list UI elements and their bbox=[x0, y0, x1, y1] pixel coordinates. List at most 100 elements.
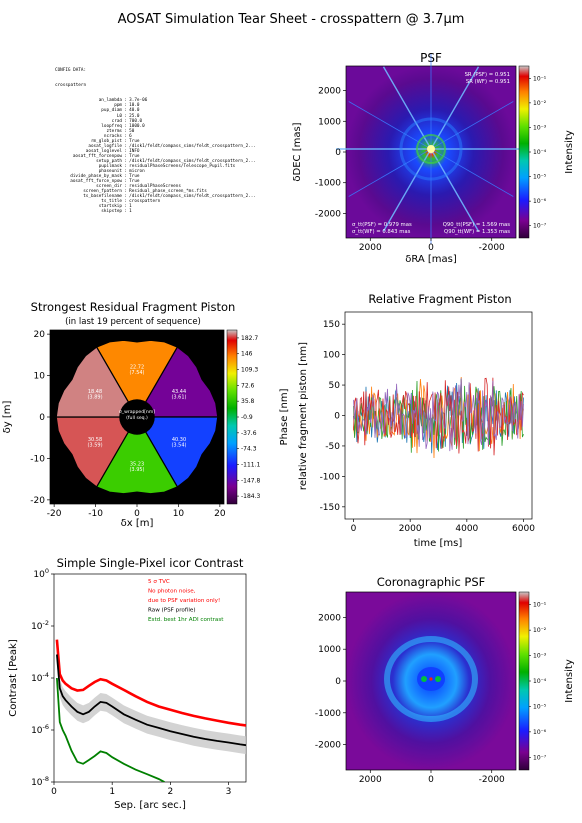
coronagraphic-colorbar-tick-label: 10⁻² bbox=[533, 627, 547, 634]
fragment-colorbar-tick-label: 109.3 bbox=[241, 367, 258, 374]
config-row: pupilmask: residualPhaseScreens/Telescop… bbox=[55, 164, 256, 169]
psf-colorbar bbox=[518, 65, 530, 239]
fragment-wedge bbox=[95, 415, 179, 495]
config-row: ts_basefilename: /disk1/feldt/compass_si… bbox=[55, 194, 256, 199]
config-row: screen_fpattern: Residual_phase_screen_*… bbox=[55, 189, 256, 194]
coronagraphic-speckle-right bbox=[435, 676, 441, 682]
fragment-map-xtick-label: -20 bbox=[47, 509, 62, 519]
sigma-psf-label: σ_tt(PSF) = 0.979 mas bbox=[352, 222, 412, 228]
coronagraphic-xtick-label: 0 bbox=[428, 775, 434, 785]
config-row: aosat_fft_forcenpow: True bbox=[55, 154, 256, 159]
config-row: crad: 700.0 bbox=[55, 119, 256, 124]
relative-piston-xtick-label: 6000 bbox=[512, 524, 535, 534]
psf-ytick-label: 1000 bbox=[318, 117, 341, 127]
config-key: aosat_logfile bbox=[88, 143, 122, 149]
fragment-colorbar-tick-label: 182.7 bbox=[241, 335, 258, 342]
fragment-colorbar bbox=[226, 329, 238, 505]
fragment-colorbar-tick-label: -74.3 bbox=[241, 446, 257, 453]
config-row: setup_path: /disk1/feldt/compass_sims/fe… bbox=[55, 159, 256, 164]
fragment-map-xtick-label: 10 bbox=[173, 509, 185, 519]
config-row: divide_phase_by_mask: True bbox=[55, 174, 256, 179]
relative-piston-panel: Relative Fragment Piston 0 2000 4000 6000 15… bbox=[298, 292, 535, 549]
config-rows: an_lambda: 3.7e-06 ppm: 10.0 pup_diam: 40.… bbox=[55, 98, 256, 214]
fragment-colorbar-tick-label: -184.3 bbox=[241, 493, 261, 500]
fragment-value-label: 43.44 bbox=[172, 389, 186, 395]
config-row: ppm: 10.0 bbox=[55, 103, 256, 108]
fragment-colorbar-label: Phase [nm] bbox=[279, 388, 290, 445]
central-obscuration bbox=[119, 399, 155, 435]
psf-blue-ring bbox=[399, 117, 463, 181]
fragment-map-ytick-label: 0 bbox=[39, 413, 45, 423]
config-value: : True bbox=[124, 174, 140, 180]
psf-colorbar-tick-label: 10⁻⁴ bbox=[533, 149, 547, 156]
config-key: ncracks bbox=[103, 133, 122, 139]
config-key: aosat_fft_force_npow bbox=[70, 179, 122, 185]
config-value: : 1 bbox=[124, 204, 132, 210]
contrast-series-line bbox=[56, 677, 165, 782]
q90-wf-label: Q90_tt(WF) = 1.353 mas bbox=[444, 229, 510, 235]
config-value: : 6 bbox=[124, 133, 132, 139]
config-value: : True bbox=[124, 153, 140, 159]
coronagraphic-xtick-label: -2000 bbox=[479, 775, 505, 785]
config-value: : residualPhaseScreens/Telescope_Pupil.f… bbox=[124, 163, 236, 169]
config-key: aosat_fft_forcenpow bbox=[72, 153, 122, 159]
sigma-wf-label: σ_tt(WF) = 0.843 mas bbox=[352, 229, 411, 235]
contrast-ytick-label: 10-2 bbox=[31, 619, 49, 632]
relative-piston-title: Relative Fragment Piston bbox=[368, 292, 511, 306]
fragment-value-label: 35.23 bbox=[130, 461, 144, 467]
fragment-colorbar-tick-label: -0.9 bbox=[241, 414, 253, 421]
contrast-gray-band bbox=[56, 645, 246, 755]
psf-colorbar-tick-label: 10⁻⁷ bbox=[533, 223, 547, 230]
contrast-title: Simple Single-Pixel icor Contrast bbox=[57, 556, 244, 570]
relative-piston-ytick-label: -150 bbox=[320, 503, 341, 513]
psf-xtick-label: 2000 bbox=[359, 243, 382, 253]
psf-core bbox=[427, 145, 435, 153]
relative-piston-xtick-label: 4000 bbox=[455, 524, 478, 534]
relative-piston-ytick-label: 0 bbox=[334, 412, 340, 422]
psf-spike bbox=[382, 66, 432, 150]
config-key: startskip bbox=[98, 204, 122, 210]
config-value: : residualPhaseScreens bbox=[124, 184, 181, 190]
fragment-labels: 22.72(7.54)43.44(3.61)40.30(3.54)35.23(3… bbox=[87, 365, 186, 473]
contrast-series bbox=[55, 639, 246, 782]
center-label-1: σ_wrapped[nm] bbox=[119, 409, 155, 415]
fragment-wedge bbox=[55, 416, 139, 488]
config-key: divide_phase_by_mask bbox=[70, 174, 122, 180]
config-row: skipstep: 1 bbox=[55, 209, 256, 214]
psf-ytick-label: -2000 bbox=[315, 209, 341, 219]
config-row: L0: 25.0 bbox=[55, 114, 256, 119]
relative-piston-ylabel: relative fragment piston [nm] bbox=[298, 342, 309, 490]
psf-spike bbox=[430, 148, 514, 197]
contrast-ytick-label: 10-4 bbox=[31, 671, 49, 684]
fragment-map-xlabel: δx [m] bbox=[121, 518, 154, 529]
coronagraphic-colorbar-tick-label: 10⁻³ bbox=[533, 653, 547, 660]
fragment-map-xtick-label: -10 bbox=[88, 509, 103, 519]
config-key: screen_fpattern bbox=[83, 189, 122, 195]
config-row: loopfreq: 1000.0 bbox=[55, 124, 256, 129]
config-key: phaseunit bbox=[98, 169, 122, 175]
config-row: ncracks: 6 bbox=[55, 134, 256, 139]
coronagraphic-xtick-label: 2000 bbox=[359, 775, 382, 785]
q90-psf-label: Q90_tt(PSF) = 1.569 mas bbox=[443, 222, 511, 228]
config-key: zterms bbox=[106, 128, 122, 134]
config-value: : 40.0 bbox=[124, 108, 140, 114]
relative-piston-ytick-label: 100 bbox=[323, 351, 340, 361]
config-value: : /disk1/feldt/compass_sims/feldt_crossp… bbox=[124, 143, 256, 149]
config-value: : True bbox=[124, 179, 140, 185]
config-key: ts_basefilename bbox=[83, 194, 122, 200]
config-value: : True bbox=[124, 138, 140, 144]
psf-colorbar-tick-label: 10⁻⁶ bbox=[533, 198, 547, 205]
coronagraphic-ytick-label: -2000 bbox=[315, 741, 341, 751]
fragment-colorbar-tick-label: -111.1 bbox=[241, 461, 261, 468]
relative-piston-xtick-label: 0 bbox=[351, 524, 357, 534]
fragment-colorbar-tick-label: 35.8 bbox=[241, 398, 255, 405]
contrast-series-line bbox=[55, 639, 246, 727]
psf-spike bbox=[382, 148, 432, 232]
config-value: : /disk1/feldt/compass_sims/feldt_crossp… bbox=[124, 194, 256, 200]
psf-colorbar-tick-label: 10⁻³ bbox=[533, 124, 547, 131]
fragment-value-label: 22.72 bbox=[130, 365, 144, 371]
contrast-legend-entry: Raw (PSF profile) bbox=[148, 608, 196, 614]
fragment-colorbar-tick-label: 146 bbox=[241, 351, 253, 358]
relative-piston-ytick-label: -100 bbox=[320, 472, 341, 482]
